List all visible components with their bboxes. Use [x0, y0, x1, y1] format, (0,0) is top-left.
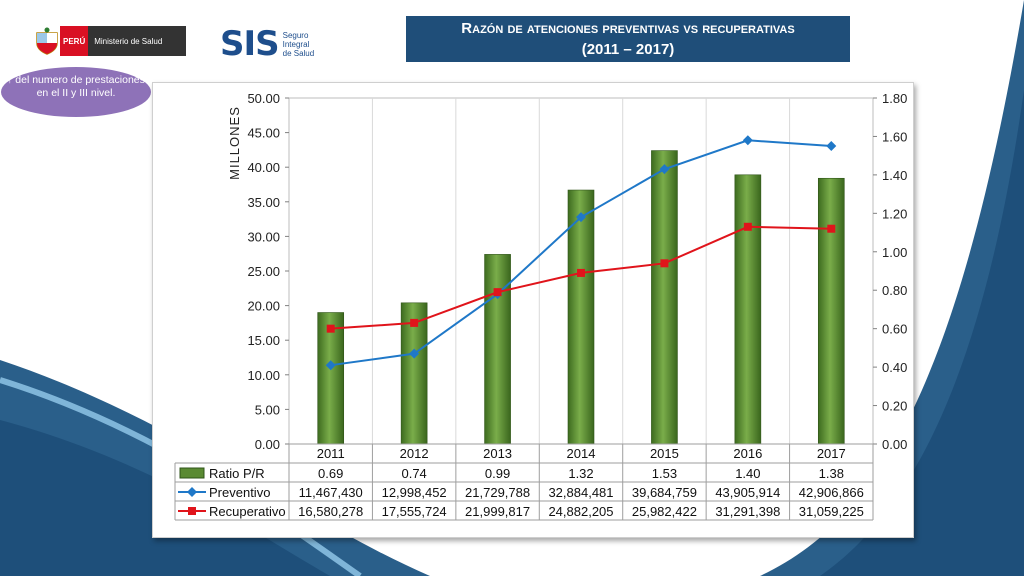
right-axis-tick-label: 1.60: [882, 129, 907, 144]
table-cell-value: 1.32: [568, 466, 593, 481]
left-axis-tick-label: 0.00: [255, 437, 280, 452]
sis-wordmark: SIS: [220, 24, 280, 64]
table-cell-value: 39,684,759: [632, 485, 697, 500]
point-recuperativo: [660, 259, 669, 268]
table-cell-value: 43,905,914: [715, 485, 780, 500]
category-label: 2017: [817, 446, 846, 461]
left-axis-tick-label: 40.00: [247, 160, 280, 175]
chart-panel: 0.00 5.00 10.00 15.00 20.00 25.00 30.00 35.00 40…: [152, 82, 914, 538]
right-axis-tick-label: 1.40: [882, 168, 907, 183]
legend-key-marker: [187, 487, 197, 497]
table-cell-value: 25,982,422: [632, 504, 697, 519]
left-axis-tick-label: 25.00: [247, 264, 280, 279]
table-cell-value: 12,998,452: [382, 485, 447, 500]
left-axis-tick-label: 30.00: [247, 229, 280, 244]
point-recuperativo: [743, 222, 752, 231]
table-cell-value: 17,555,724: [382, 504, 447, 519]
bar-ratio-pr: [317, 312, 345, 445]
point-recuperativo: [493, 288, 502, 297]
bar-ratio-pr: [567, 189, 595, 445]
table-cell-value: 1.53: [652, 466, 677, 481]
right-axis-tick-label: 0.60: [882, 322, 907, 337]
title-line-2: (2011 – 2017): [581, 41, 675, 58]
table-cell-value: 21,729,788: [465, 485, 530, 500]
table-cell-value: 0.69: [318, 466, 343, 481]
point-preventivo: [576, 212, 586, 223]
bar-ratio-pr: [651, 150, 678, 445]
title-line-1: Razón de atenciones preventivas vs recup…: [461, 20, 795, 37]
point-preventivo: [409, 348, 420, 359]
point-recuperativo: [827, 224, 836, 233]
legend-label: Preventivo: [209, 485, 270, 500]
legend-key-bar: [179, 467, 205, 479]
slide-title: Razón de atenciones preventivas vs recup…: [406, 16, 850, 62]
left-axis-tick-label: 15.00: [247, 333, 280, 348]
point-recuperativo: [326, 324, 335, 333]
ministry-label: Ministerio de Salud: [88, 26, 187, 56]
category-label: 2015: [650, 446, 679, 461]
table-cell-value: 32,884,481: [548, 485, 613, 500]
left-axis-tick-label: 20.00: [247, 299, 280, 314]
callout-bubble: ↑ del numero de prestaciones en el II y …: [0, 66, 152, 118]
table-cell-value: 11,467,430: [299, 485, 363, 500]
ministry-logo: PERÚ Ministerio de Salud: [34, 26, 187, 56]
right-axis-tick-label: 0.20: [882, 399, 907, 414]
category-label: 2012: [400, 446, 429, 461]
table-cell-value: 1.38: [819, 466, 844, 481]
point-preventivo: [659, 164, 670, 175]
right-axis-tick-label: 0.40: [882, 360, 907, 375]
left-axis-tick-label: 45.00: [247, 126, 280, 141]
right-axis-tick-label: 1.20: [882, 206, 907, 221]
bar-ratio-pr: [734, 174, 762, 445]
right-axis-tick-label: 1.80: [882, 91, 907, 106]
table-cell-value: 42,906,866: [799, 485, 864, 500]
left-axis-tick-label: 35.00: [247, 195, 280, 210]
category-label: 2013: [483, 446, 512, 461]
legend-label: Ratio P/R: [209, 466, 265, 481]
table-cell-value: 1.40: [735, 466, 760, 481]
left-axis-tick-label: 5.00: [255, 402, 280, 417]
table-cell-value: 16,580,278: [298, 504, 363, 519]
table-cell-value: 24,882,205: [548, 504, 613, 519]
sis-logo: SIS Seguro Integral de Salud: [220, 24, 314, 64]
peru-label: PERÚ: [60, 26, 89, 56]
table-cell-value: 0.99: [485, 466, 510, 481]
right-axis-tick-label: 0.00: [882, 437, 907, 452]
sis-subtitle: Seguro Integral de Salud: [282, 30, 315, 58]
combo-chart: 0.00 5.00 10.00 15.00 20.00 25.00 30.00 35.00 40…: [174, 91, 907, 521]
bar-ratio-pr: [817, 177, 845, 445]
category-label: 2016: [733, 446, 762, 461]
left-axis-tick-label: 50.00: [247, 91, 280, 106]
point-preventivo: [325, 360, 336, 371]
table-cell-value: 31,059,225: [799, 504, 864, 519]
y-axis-label: MILLONES: [227, 106, 242, 180]
point-recuperativo: [577, 268, 585, 277]
legend-label: Recuperativo: [209, 504, 286, 519]
legend-key-marker: [188, 507, 196, 515]
point-recuperativo: [410, 318, 419, 327]
peru-coat-of-arms-icon: [36, 27, 58, 55]
point-preventivo: [826, 141, 837, 152]
table-cell-value: 31,291,398: [715, 504, 780, 519]
bar-ratio-pr: [484, 254, 511, 445]
category-label: 2011: [317, 446, 345, 461]
table-cell-value: 0.74: [401, 466, 426, 481]
right-axis-tick-label: 1.00: [882, 245, 907, 260]
right-axis-tick-label: 0.80: [882, 283, 907, 298]
table-cell-value: 21,999,817: [465, 504, 530, 519]
point-preventivo: [742, 135, 753, 146]
category-label: 2014: [567, 446, 596, 461]
left-axis-tick-label: 10.00: [247, 368, 280, 383]
